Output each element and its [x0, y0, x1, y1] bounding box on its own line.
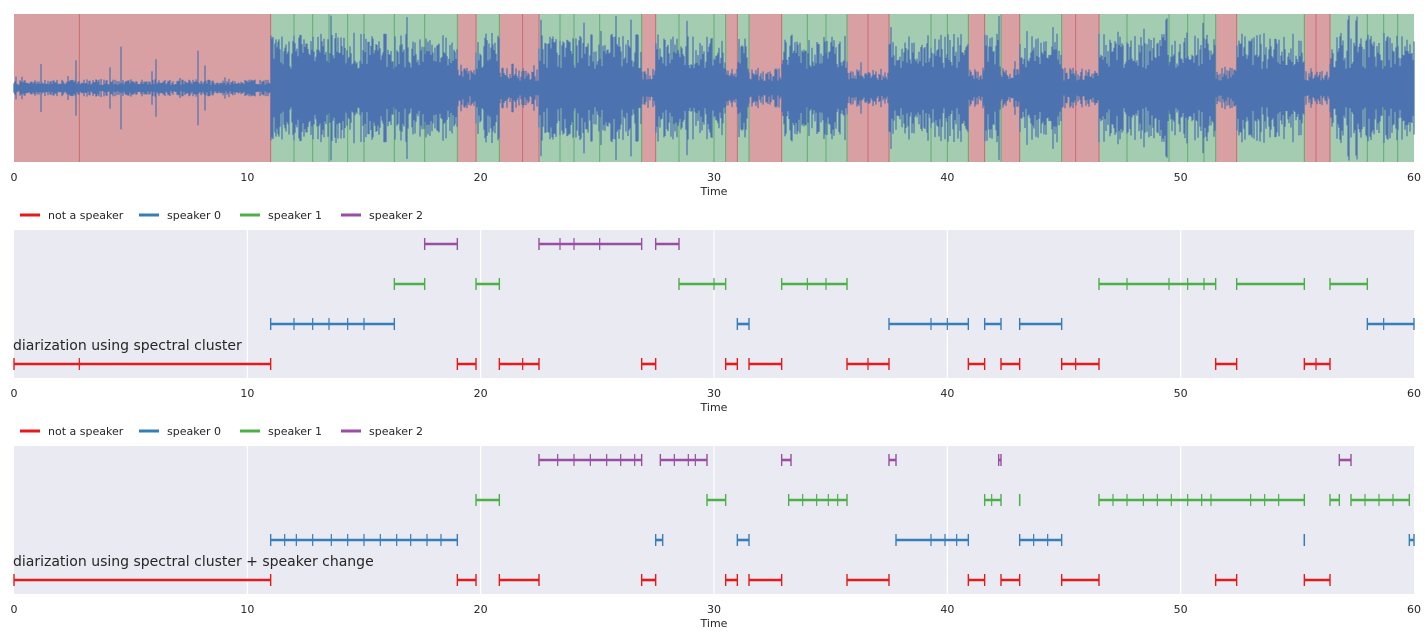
x-tick-label: 30	[707, 171, 721, 184]
x-tick-label: 50	[1174, 387, 1188, 400]
x-tick-label: 40	[940, 171, 954, 184]
x-tick-label: 0	[11, 387, 18, 400]
plot-title: diarization using spectral cluster	[13, 338, 242, 354]
x-tick-label: 10	[240, 171, 254, 184]
x-tick-label: 0	[11, 171, 18, 184]
x-tick-label: 60	[1407, 171, 1421, 184]
legend-label: speaker 1	[268, 425, 322, 438]
legend-label: not a speaker	[48, 425, 124, 438]
x-tick-label: 10	[240, 387, 254, 400]
legend-label: speaker 0	[167, 209, 221, 222]
x-tick-label: 20	[474, 171, 488, 184]
legend-label: speaker 2	[369, 425, 423, 438]
x-tick-label: 20	[474, 387, 488, 400]
plot-title: diarization using spectral cluster + spe…	[13, 554, 374, 570]
legend-label: not a speaker	[48, 209, 124, 222]
x-axis-label: Time	[700, 617, 728, 630]
x-tick-label: 60	[1407, 603, 1421, 616]
x-tick-label: 50	[1174, 603, 1188, 616]
legend-label: speaker 1	[268, 209, 322, 222]
x-tick-label: 30	[707, 387, 721, 400]
x-tick-label: 0	[11, 603, 18, 616]
x-tick-label: 40	[940, 387, 954, 400]
x-axis-label: Time	[700, 185, 728, 198]
audio-waveform	[13, 15, 1415, 161]
legend-label: speaker 2	[369, 209, 423, 222]
x-tick-label: 60	[1407, 387, 1421, 400]
x-tick-label: 40	[940, 603, 954, 616]
x-tick-label: 20	[474, 603, 488, 616]
x-axis-label: Time	[700, 401, 728, 414]
x-tick-label: 30	[707, 603, 721, 616]
x-tick-label: 10	[240, 603, 254, 616]
x-tick-label: 50	[1174, 171, 1188, 184]
legend-label: speaker 0	[167, 425, 221, 438]
